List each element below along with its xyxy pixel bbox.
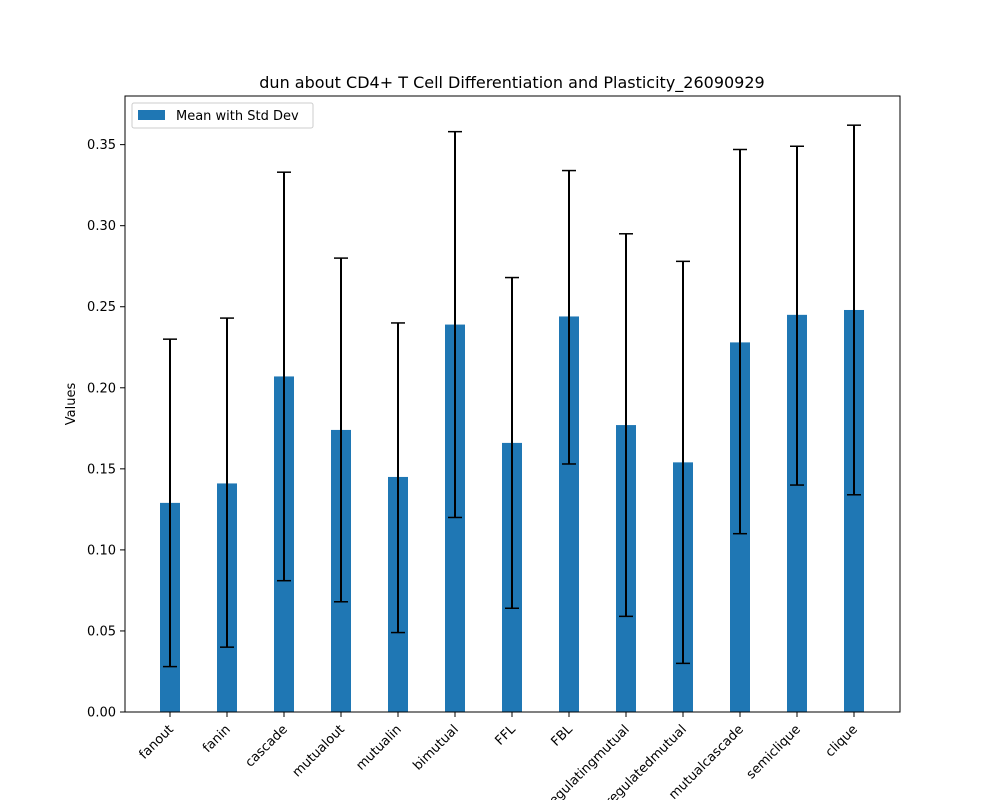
x-tick-label: bimutual [410, 722, 461, 773]
error-bar-regulatedmutual [676, 260, 690, 665]
x-tick-label: clique [823, 722, 861, 760]
x-tick-label: fanin [200, 722, 234, 756]
error-bar-regulatingmutual [619, 233, 633, 618]
x-tick-label: cascade [243, 722, 291, 770]
error-bar-FBL [562, 169, 576, 465]
y-tick-label: 0.00 [87, 706, 116, 721]
bar-clique [844, 309, 864, 712]
y-tick-label: 0.30 [87, 219, 116, 234]
y-tick-label: 0.20 [87, 381, 116, 396]
error-bar-bimutual [448, 130, 462, 519]
x-tick-label: FFL [493, 722, 520, 749]
error-bar-cascade [277, 171, 291, 582]
error-bar-clique [847, 124, 861, 496]
bar-bimutual [445, 324, 465, 712]
chart-title: dun about CD4+ T Cell Differentiation an… [259, 73, 764, 93]
y-tick-label: 0.05 [87, 624, 116, 639]
x-tick-label: semiclique [744, 722, 804, 782]
y-tick-label: 0.10 [87, 543, 116, 558]
legend: Mean with Std Dev [131, 102, 314, 129]
legend-swatch [138, 110, 165, 120]
y-tick-label: 0.25 [87, 300, 116, 315]
bar-semiclique [787, 314, 807, 712]
y-tick-label: 0.35 [87, 138, 116, 153]
y-tick-label: 0.15 [87, 462, 116, 477]
y-axis: 0.00 0.05 0.10 0.15 0.20 0.25 0.30 0.35 [87, 138, 125, 721]
bar-FBL [559, 316, 579, 712]
error-bar-mutualout [334, 257, 348, 603]
error-bar-mutualin [391, 322, 405, 634]
legend-box [131, 102, 314, 129]
x-tick-label: FBL [549, 722, 577, 750]
x-tick-label: mutualin [353, 722, 404, 773]
error-bar-fanin [220, 317, 234, 648]
error-bar-mutualcascade [733, 148, 747, 535]
error-bar-semiclique [790, 145, 804, 486]
error-bar-fanout [163, 338, 177, 668]
x-tick-label: fanout [136, 722, 176, 762]
y-axis-label: Values [64, 383, 79, 426]
legend-label: Mean with Std Dev [176, 109, 299, 124]
error-bar-FFL [505, 276, 519, 610]
x-tick-label: mutualout [290, 722, 348, 780]
error-bars-group [163, 124, 861, 668]
